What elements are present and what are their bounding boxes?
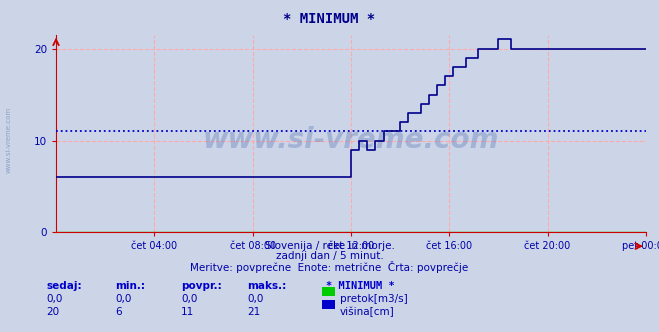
- Text: povpr.:: povpr.:: [181, 281, 222, 290]
- Text: www.si-vreme.com: www.si-vreme.com: [203, 125, 499, 154]
- Text: 6: 6: [115, 307, 122, 317]
- Text: * MINIMUM *: * MINIMUM *: [283, 12, 376, 26]
- Text: maks.:: maks.:: [247, 281, 287, 290]
- Text: 11: 11: [181, 307, 194, 317]
- Text: zadnji dan / 5 minut.: zadnji dan / 5 minut.: [275, 251, 384, 261]
- Text: pretok[m3/s]: pretok[m3/s]: [340, 294, 408, 304]
- Text: * MINIMUM *: * MINIMUM *: [326, 281, 395, 290]
- Text: Slovenija / reke in morje.: Slovenija / reke in morje.: [264, 241, 395, 251]
- Text: www.si-vreme.com: www.si-vreme.com: [5, 106, 12, 173]
- Text: 0,0: 0,0: [181, 294, 198, 304]
- Text: min.:: min.:: [115, 281, 146, 290]
- Text: sedaj:: sedaj:: [46, 281, 82, 290]
- Text: višina[cm]: višina[cm]: [340, 307, 395, 317]
- Text: Meritve: povprečne  Enote: metrične  Črta: povprečje: Meritve: povprečne Enote: metrične Črta:…: [190, 261, 469, 273]
- Text: 20: 20: [46, 307, 59, 317]
- Text: 0,0: 0,0: [46, 294, 63, 304]
- Text: 0,0: 0,0: [247, 294, 264, 304]
- Text: 0,0: 0,0: [115, 294, 132, 304]
- Text: 21: 21: [247, 307, 260, 317]
